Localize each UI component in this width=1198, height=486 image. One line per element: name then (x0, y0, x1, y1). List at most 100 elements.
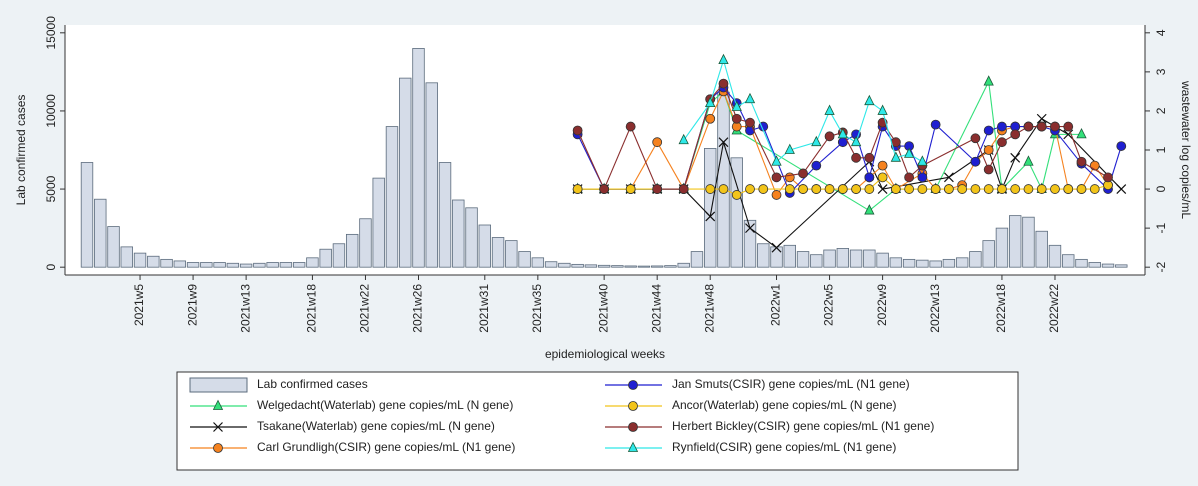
legend-label: Jan Smuts(CSIR) gene copies/mL (N1 gene) (672, 377, 910, 391)
bar (94, 198, 107, 268)
point (1050, 184, 1060, 194)
bar (452, 199, 465, 268)
point (837, 184, 848, 194)
point (970, 156, 981, 167)
point (824, 131, 835, 142)
legend-marker (627, 441, 639, 452)
x-tick-label: 2022w1 (769, 284, 783, 326)
point (784, 143, 795, 154)
series-line (709, 91, 724, 119)
series-line (974, 130, 990, 162)
bar (876, 252, 889, 268)
series-line (630, 141, 658, 190)
point (625, 121, 636, 132)
point (572, 184, 583, 194)
point (824, 104, 835, 115)
x-tick-label: 2021w22 (358, 284, 372, 333)
point (745, 117, 755, 128)
series-line (1054, 126, 1069, 190)
bar (306, 257, 319, 268)
bar (717, 91, 730, 268)
point (957, 184, 968, 194)
point (652, 137, 663, 148)
bar (1035, 230, 1048, 268)
point (718, 137, 729, 148)
x-tick-label: 2021w44 (649, 284, 663, 333)
legend-label: Tsakane(Waterlab) gene copies/mL (N gene… (257, 419, 495, 433)
legend-label: Welgedacht(Waterlab) gene copies/mL (N g… (257, 398, 513, 412)
y-tick-label: 0 (44, 264, 58, 271)
point (625, 184, 636, 194)
series-line (749, 99, 778, 162)
point (572, 125, 583, 136)
x-tick-label: 2021w5 (132, 284, 146, 326)
plot-area (65, 25, 1145, 275)
y-axis-label: Lab confirmed cases (14, 95, 28, 206)
point (864, 94, 875, 106)
point (1076, 184, 1087, 194)
point (771, 190, 782, 200)
point (678, 133, 689, 145)
series-line (922, 137, 976, 167)
point (930, 119, 941, 130)
point (864, 204, 875, 215)
point (798, 168, 808, 179)
bar (704, 148, 717, 268)
bar (770, 246, 783, 268)
bar (107, 226, 120, 268)
point (943, 172, 954, 183)
bar (385, 126, 399, 268)
point (983, 164, 994, 175)
x-tick-label: 2021w40 (596, 284, 610, 333)
bar (518, 251, 531, 268)
legend-swatch (189, 377, 248, 393)
point (1023, 184, 1034, 194)
series-line (815, 110, 831, 143)
point (997, 184, 1007, 194)
bar (186, 262, 200, 268)
series-line (815, 141, 844, 167)
point (731, 113, 742, 124)
series-line (709, 59, 725, 104)
x-tick-label: 2022w5 (822, 284, 836, 326)
bar (359, 218, 372, 268)
bar (571, 263, 584, 268)
bar (332, 243, 346, 268)
series-line (908, 145, 923, 178)
bar (849, 249, 863, 268)
bar (292, 262, 306, 268)
bar (1062, 254, 1075, 268)
point (811, 160, 822, 171)
bar (757, 243, 770, 268)
point (784, 172, 795, 183)
series-line (577, 130, 605, 190)
bar (982, 240, 995, 268)
point (745, 223, 755, 234)
series-line (868, 161, 884, 190)
point (1116, 184, 1127, 194)
series-line (722, 83, 738, 119)
point (864, 152, 875, 163)
point (745, 184, 755, 194)
bar (438, 162, 452, 268)
bar (690, 251, 704, 268)
bar (624, 265, 637, 268)
point (944, 184, 954, 194)
bar (505, 240, 518, 268)
x-tick-label: 2022w9 (875, 284, 889, 326)
point (744, 92, 756, 104)
point (1023, 121, 1034, 132)
series-line (988, 141, 1003, 170)
y2-tick-label: 3 (1154, 68, 1168, 75)
bar (147, 255, 160, 268)
bar (120, 246, 133, 268)
point (1116, 141, 1127, 151)
point (904, 172, 915, 183)
series-line (868, 126, 884, 178)
bar (823, 249, 836, 268)
series-line (749, 227, 777, 249)
bar (955, 257, 969, 268)
bar (465, 207, 478, 268)
point (851, 152, 861, 163)
point (1010, 152, 1021, 163)
